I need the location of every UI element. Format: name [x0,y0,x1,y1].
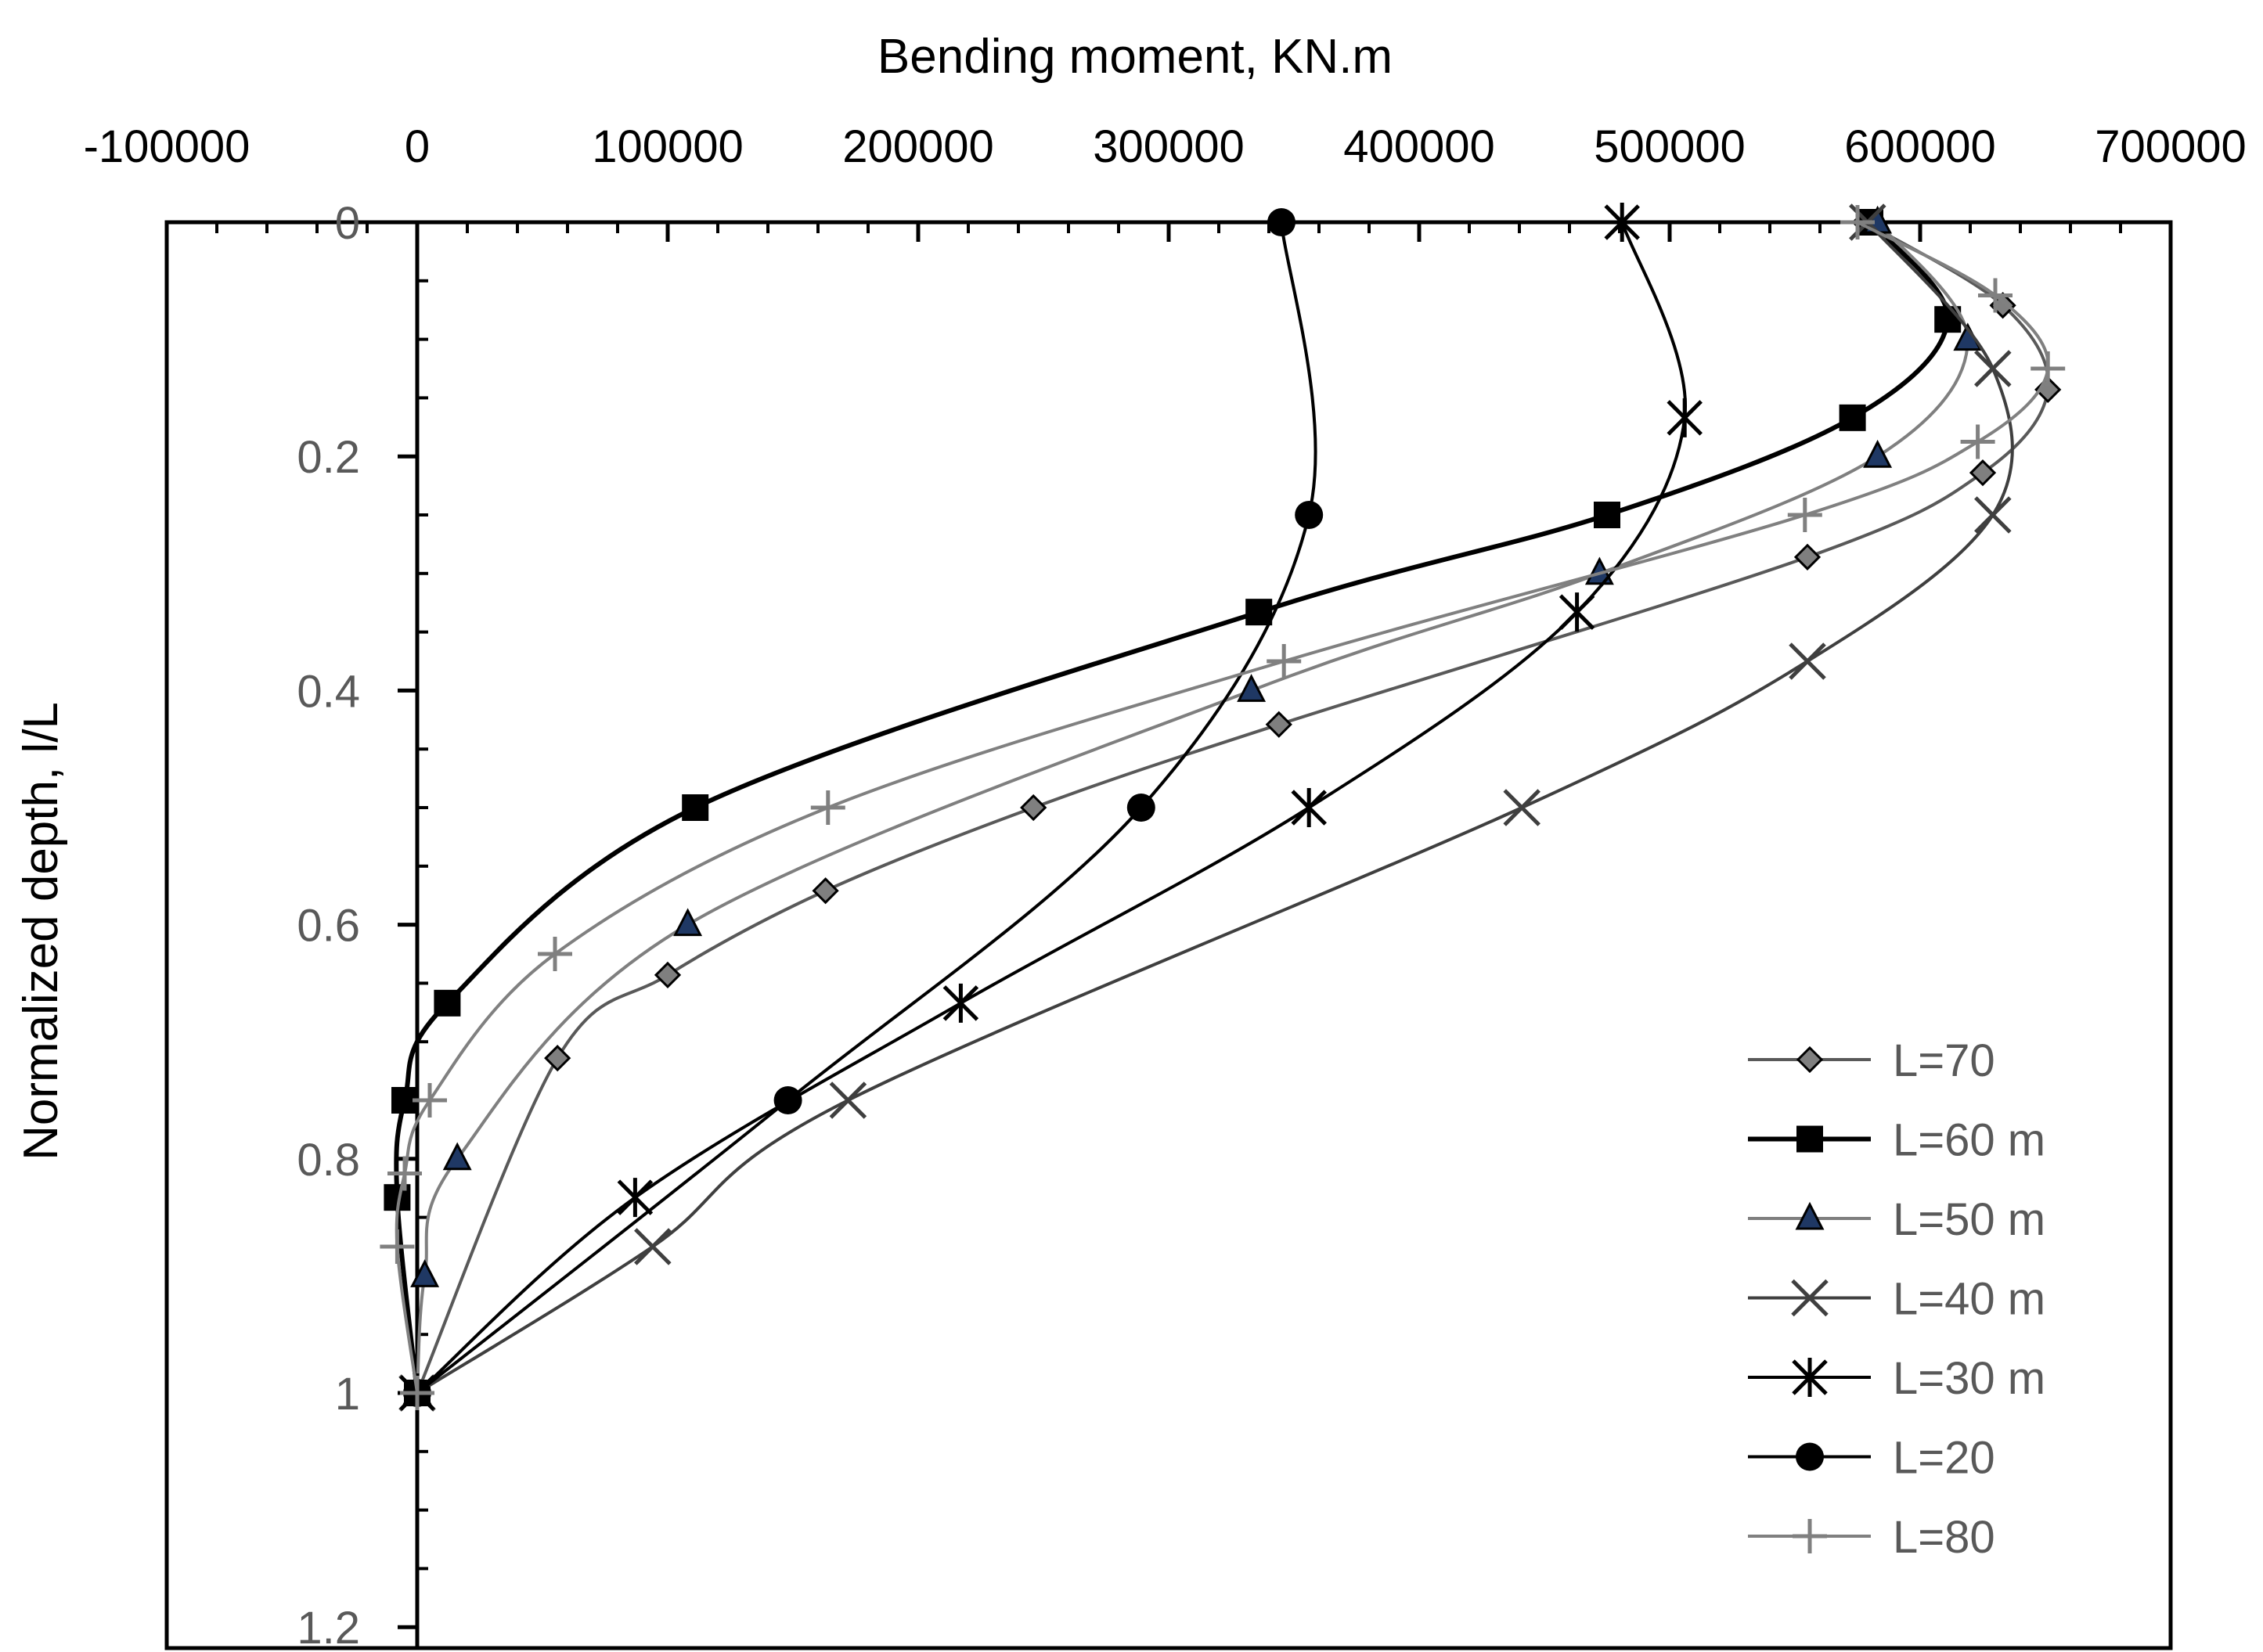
x-tick-label: 700000 [2095,121,2247,172]
series-line-l-40-m [416,221,2014,1395]
data-point-l-70 [1793,543,1822,570]
data-point-l-30-m [1291,788,1327,827]
data-point-l-40-m [1789,642,1826,680]
data-point-l-20 [1295,501,1324,529]
y-tick-label: 1 [335,1369,360,1420]
series-line-l-20 [416,221,1317,1395]
data-point-l-40-m [1974,496,2012,534]
data-point-l-80 [387,1156,422,1191]
legend-marker [1793,1519,1827,1553]
data-point-l-20 [1126,794,1155,822]
y-tick-label: 1.2 [297,1603,360,1652]
data-point-l-50-m [1237,674,1267,702]
y-tick-label: 0.8 [297,1135,360,1186]
legend-entry-l-50-m: L=50 m [1748,1194,2045,1245]
x-tick-label: 600000 [1844,121,1996,172]
x-tick-label: 100000 [592,121,744,172]
data-point-l-40-m [634,1228,672,1265]
legend-marker [1796,1125,1823,1153]
series-l-30-m [399,203,1703,1413]
data-point-l-40-m [1503,789,1540,826]
data-point-l-80 [810,790,845,825]
legend-entry-l-30-m: L=30 m [1748,1353,2045,1404]
data-point-l-20 [773,1086,802,1114]
legend-label: L=60 m [1893,1115,2045,1166]
data-point-l-60-m [1839,404,1866,431]
data-point-l-50-m [673,908,703,937]
data-point-l-70 [654,961,682,989]
data-point-l-60-m [1594,502,1620,528]
series-l-20 [403,208,1324,1407]
legend-marker [1792,1358,1828,1397]
legend-marker [1796,1442,1824,1471]
x-tick-label: 500000 [1594,121,1746,172]
data-point-l-50-m [442,1142,472,1171]
legend-entry-l-80: L=80 [1748,1512,1995,1563]
y-tick-label: 0.2 [297,432,360,483]
x-tick-label: 300000 [1093,121,1245,172]
data-point-l-80 [538,937,572,971]
x-tick-label: 200000 [842,121,994,172]
x-tick-label: 400000 [1343,121,1495,172]
legend-label: L=30 m [1893,1353,2045,1404]
legend-label: L=50 m [1893,1194,2045,1245]
legend-entry-l-20: L=20 [1748,1433,1995,1484]
series-l-80 [380,205,2066,1410]
legend-label: L=40 m [1893,1274,2045,1325]
data-point-l-80 [2031,351,2066,386]
data-point-l-80 [1787,498,1822,532]
legend-label: L=20 [1893,1433,1995,1484]
data-point-l-50-m [1863,439,1893,468]
data-point-l-30-m [1667,398,1703,437]
data-point-l-70 [544,1045,571,1072]
data-point-l-80 [1840,205,1875,239]
data-point-l-80 [400,1376,434,1410]
data-point-l-20 [1267,208,1295,236]
data-point-l-70 [1265,711,1292,738]
data-point-l-60-m [682,794,709,821]
y-tick-label: 0.4 [297,666,360,717]
data-point-l-80 [1267,644,1302,678]
data-point-l-30-m [1604,203,1640,242]
legend-marker [1796,1046,1824,1074]
data-point-l-80 [1978,278,2013,313]
legend-label: L=70 [1893,1035,1995,1086]
data-point-l-50-m [410,1259,440,1287]
data-point-l-80 [1960,424,1995,459]
data-point-l-40-m [829,1082,867,1119]
data-point-l-80 [380,1229,415,1264]
x-tick-label: 0 [405,121,430,172]
legend-marker [1795,1201,1825,1230]
legend-entry-l-70: L=70 [1748,1035,1995,1086]
legend-marker [1791,1279,1829,1317]
data-point-l-60-m [434,989,461,1017]
x-axis-title: Bending moment, KN.m [877,30,1393,84]
x-tick-label: -100000 [84,121,250,172]
y-axis-title: Normalized depth, l/L [14,702,68,1161]
legend: L=70 L=60 m L=50 m L=40 m L=30 m L=20 L=80 [1748,1035,2045,1563]
data-point-l-70 [1969,459,1997,487]
data-point-l-70 [1020,794,1047,822]
data-point-l-30-m [1559,592,1595,632]
y-tick-label: 0 [335,198,360,249]
legend-entry-l-40-m: L=40 m [1748,1274,2045,1325]
series-line-l-50-m [416,221,1969,1394]
data-point-l-60-m [1245,599,1273,626]
data-point-l-30-m [942,983,979,1023]
legend-label: L=80 [1893,1512,1995,1563]
data-point-l-40-m [1974,350,2012,387]
y-tick-label: 0.6 [297,901,360,952]
data-point-l-80 [413,1083,447,1118]
data-point-l-30-m [617,1178,654,1218]
legend-entry-l-60-m: L=60 m [1748,1115,2045,1166]
data-point-l-70 [812,877,839,905]
